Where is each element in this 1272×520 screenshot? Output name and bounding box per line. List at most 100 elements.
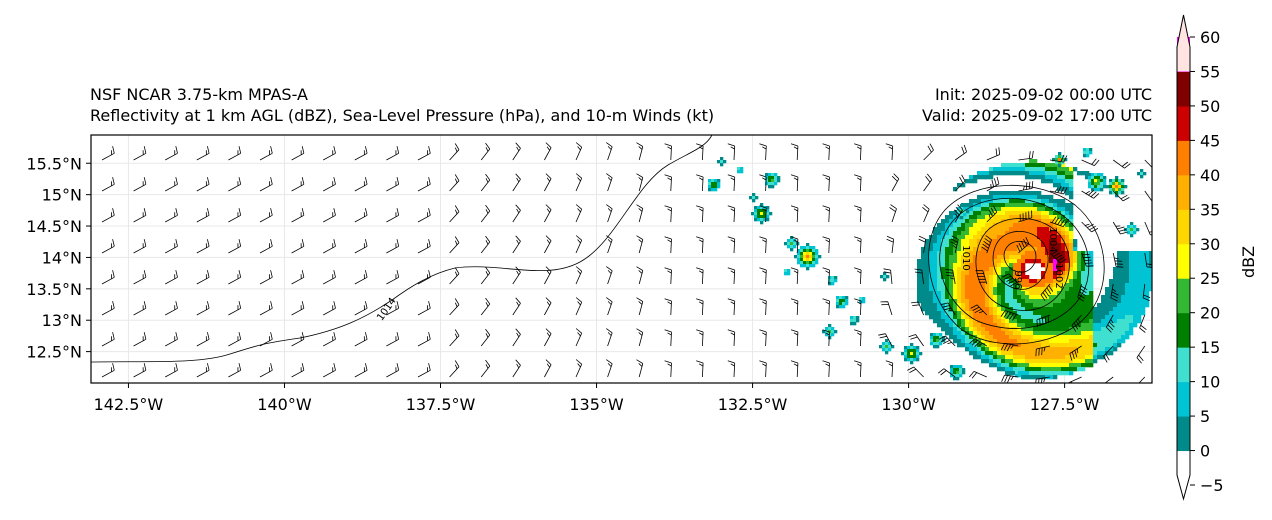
- radar-cell: [1129, 279, 1134, 284]
- radar-cell: [945, 235, 950, 240]
- radar-cell: [1061, 223, 1066, 228]
- radar-cell: [1021, 223, 1026, 228]
- wind-barb: [133, 177, 147, 192]
- wind-barb: [636, 235, 644, 254]
- radar-cell: [997, 251, 1002, 256]
- wind-barb: [354, 208, 368, 223]
- radar-cell: [1041, 203, 1046, 208]
- radar-cell: [956, 365, 960, 369]
- radar-cell: [925, 267, 930, 272]
- radar-cell: [1013, 323, 1018, 328]
- radar-cell: [1069, 311, 1074, 316]
- wind-barb: [480, 266, 491, 285]
- radar-cell: [1073, 347, 1078, 352]
- radar-cell: [1021, 291, 1026, 296]
- radar-cell: [1069, 331, 1074, 336]
- radar-cell: [1103, 179, 1107, 183]
- radar-cell: [1125, 319, 1130, 324]
- radar-cell: [973, 355, 978, 360]
- radar-cell: [1005, 207, 1010, 212]
- radar-cell: [717, 185, 721, 189]
- radar-cell: [1061, 315, 1066, 320]
- radar-cell: [1129, 311, 1134, 316]
- radar-cell: [818, 255, 822, 259]
- radar-cell: [993, 359, 998, 364]
- radar-cell: [939, 342, 943, 346]
- radar-cell: [1017, 291, 1022, 296]
- radar-cell: [1041, 299, 1046, 304]
- radar-cell: [939, 333, 943, 337]
- radar-cell: [1143, 172, 1147, 176]
- radar-cell: [1077, 331, 1082, 336]
- radar-cell: [961, 315, 966, 320]
- radar-cell: [1065, 243, 1070, 248]
- radar-cell: [939, 336, 943, 340]
- radar-cell: [985, 259, 990, 264]
- radar-cell: [831, 279, 835, 283]
- wind-barb: [1103, 345, 1114, 363]
- radar-cell: [1037, 299, 1042, 304]
- radar-cell: [1037, 283, 1042, 288]
- radar-cell: [1069, 283, 1074, 288]
- radar-cell: [774, 182, 778, 186]
- radar-cell: [1133, 251, 1138, 256]
- radar-cell: [1115, 191, 1119, 195]
- radar-cell: [1117, 327, 1122, 332]
- radar-cell: [1029, 191, 1034, 196]
- radar-cell: [981, 263, 986, 268]
- radar-cell: [997, 363, 1002, 368]
- radar-cell: [1112, 182, 1116, 186]
- radar-cell: [1029, 167, 1034, 172]
- radar-cell: [1065, 363, 1070, 368]
- radar-cell: [1013, 231, 1018, 236]
- radar-cell: [904, 349, 908, 353]
- radar-cell: [1129, 307, 1134, 312]
- radar-cell: [1130, 231, 1134, 235]
- radar-cell: [1057, 259, 1062, 264]
- radar-cell: [969, 175, 974, 180]
- radar-cell: [1105, 319, 1110, 324]
- radar-cell: [1053, 279, 1058, 284]
- radar-cell: [1077, 295, 1082, 300]
- radar-cell: [933, 333, 937, 337]
- radar-cell: [1033, 375, 1038, 380]
- radar-cell: [993, 355, 998, 360]
- radar-cell: [945, 263, 950, 268]
- radar-cell: [1093, 319, 1098, 324]
- radar-cell: [1053, 183, 1058, 188]
- radar-cell: [809, 258, 813, 262]
- radar-cell: [921, 291, 926, 296]
- radar-cell: [1077, 335, 1082, 340]
- radar-cell: [834, 276, 838, 280]
- radar-cell: [1129, 259, 1134, 264]
- radar-cell: [985, 227, 990, 232]
- radar-cell: [1109, 287, 1114, 292]
- radar-cell: [1105, 343, 1110, 348]
- radar-cell: [1025, 283, 1030, 288]
- colorbar-bin: [1177, 381, 1190, 417]
- radar-cell: [917, 275, 922, 280]
- radar-cell: [812, 249, 816, 253]
- radar-cell: [1025, 251, 1030, 256]
- radar-cell: [1029, 279, 1034, 284]
- radar-cell: [1097, 335, 1102, 340]
- radar-cell: [989, 267, 994, 272]
- radar-cell: [1069, 275, 1074, 280]
- radar-cell: [985, 307, 990, 312]
- radar-cell: [1133, 283, 1138, 288]
- radar-cell: [1053, 251, 1058, 256]
- radar-cell: [879, 345, 883, 349]
- radar-cell: [845, 296, 849, 300]
- radar-cell: [1091, 179, 1095, 183]
- radar-cell: [1089, 339, 1094, 344]
- radar-cell: [1089, 351, 1094, 356]
- radar-cell: [1140, 169, 1144, 173]
- radar-cell: [1033, 291, 1038, 296]
- wind-barb: [636, 297, 644, 316]
- radar-cell: [768, 185, 772, 189]
- radar-cell: [812, 246, 816, 250]
- radar-cell: [1069, 263, 1074, 268]
- radar-cell: [1117, 295, 1122, 300]
- radar-cell: [1009, 295, 1014, 300]
- radar-cell: [1009, 259, 1014, 264]
